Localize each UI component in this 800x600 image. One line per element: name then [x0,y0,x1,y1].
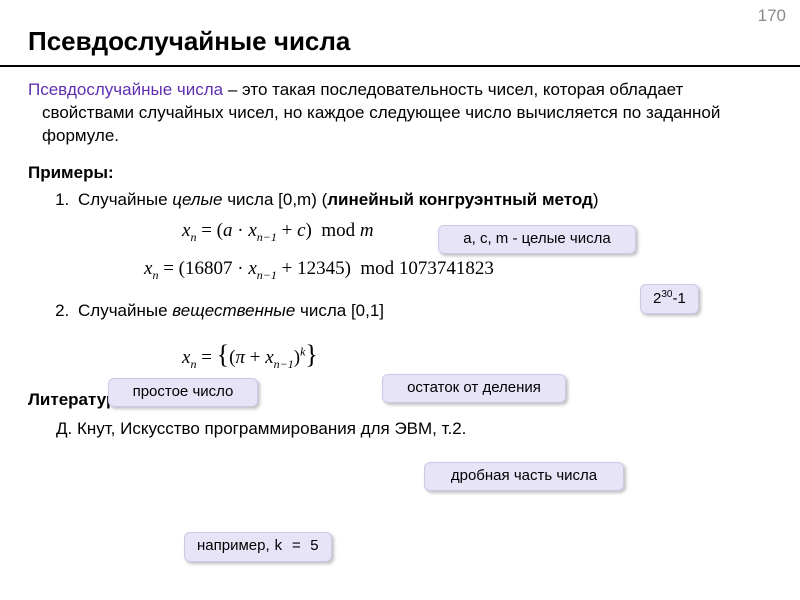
text-span: числа [0,m) ( [222,190,327,209]
literature-text: Д. Кнут, Искусство программирования для … [28,418,778,441]
definition-paragraph: Псевдослучайные числа – это такая послед… [28,79,778,148]
callout-frac: дробная часть числа [424,462,624,491]
formula-block-1: xn = (a · xn−1 + c) mod m xn = (16807 · … [32,214,778,294]
callout-k5-val: k = 5 [274,538,319,555]
formula-2: xn = (16807 · xn−1 + 12345) mod 10737418… [144,256,494,283]
page-number: 170 [758,6,786,26]
title-divider [0,65,800,67]
formula-3: xn = {(π + xn−1)k} [182,337,318,372]
callout-k5-pre: например, [197,537,274,554]
example-item-1: Случайные целые числа [0,m) (линейный ко… [74,189,778,294]
text-span: числа [0,1] [295,301,384,320]
formula-block-2: xn = {(π + xn−1)k} [32,325,778,377]
examples-heading: Примеры: [28,162,778,185]
callout-prime: простое число [108,378,258,407]
example-list: Случайные целые числа [0,m) (линейный ко… [28,189,778,377]
bold-text: линейный конгруэнтный метод [327,190,593,209]
definition-term: Псевдослучайные числа [28,80,223,99]
callout-power: 230-1 [640,284,699,314]
text-span: ) [593,190,599,209]
text-span: Случайные [78,301,172,320]
callout-k5: например, k = 5 [184,532,332,562]
text-span: Случайные [78,190,172,209]
callout-acm: a, c, m - целые числа [438,225,636,254]
italic-text: вещественные [172,301,295,320]
slide-title: Псевдослучайные числа [0,0,800,65]
callout-mod: остаток от деления [382,374,566,403]
formula-1: xn = (a · xn−1 + c) mod m [182,218,374,245]
italic-text: целые [172,190,222,209]
